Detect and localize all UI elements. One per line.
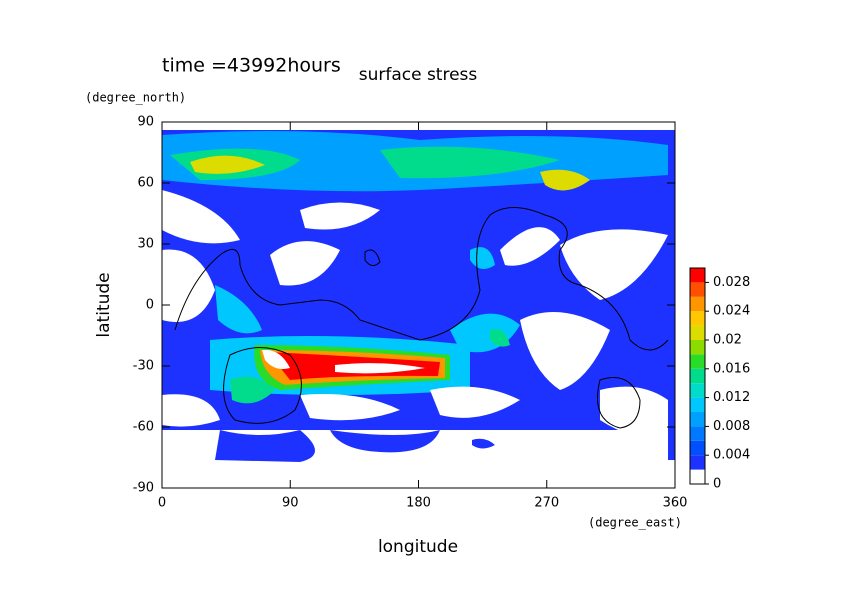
field-hole [162,190,668,488]
colorbar-tick-label: 0.02 [713,333,742,348]
x-tick-label: 90 [282,496,299,511]
colorbar-band [690,325,705,340]
colorbar-band [690,368,705,384]
field-band [190,155,590,191]
colorbar-tick-label: 0.004 [713,448,750,463]
field-band [170,146,560,180]
y-tick-label: 30 [137,237,154,252]
chart-title: surface stress [359,65,478,85]
x-axis-label: longitude [378,537,458,557]
y-unit: (degree_north) [85,91,186,105]
colorbar-band [690,383,705,398]
colorbar-band [690,296,705,312]
colorbar-band [690,412,705,427]
x-unit: (degree_east) [588,516,682,530]
colorbar-tick-label: 0.012 [713,390,750,405]
field-blob [215,430,495,462]
y-tick-label: 60 [137,176,154,191]
x-tick-label: 360 [663,496,688,511]
y-axis-label: latitude [94,272,114,337]
colorbar-tick-label: 0.008 [713,419,750,434]
y-tick-label: -60 [133,420,154,435]
field-hole [262,349,425,374]
field [162,130,675,488]
colorbar-band [690,469,705,484]
field-blob [230,329,510,404]
colorbar-tick-label: 0.016 [713,361,750,376]
y-tick-label: -30 [133,359,154,374]
y-tick-label: 0 [146,298,154,313]
colorbar-band [690,426,705,441]
colorbar-band [690,354,705,369]
colorbar-tick-label: 0 [713,477,721,492]
colorbar-band [690,268,705,283]
field-blob [215,247,520,353]
colorbar-frame [689,267,706,485]
colorbar-band [690,282,705,297]
y-tick-label: -90 [133,481,154,496]
y-tick-label: 90 [137,115,154,130]
colorbar-band [690,311,705,326]
colorbar-tick-label: 0.028 [713,275,750,290]
subtitle: time =43992hours [162,55,341,77]
colorbar-band [690,455,705,470]
colorbar-band [690,340,705,355]
x-tick-label: 270 [534,496,559,511]
colorbar-band [690,397,705,412]
x-tick-label: 0 [158,496,166,511]
colorbar-tick-label: 0.024 [713,304,750,319]
coastlines [174,207,669,429]
x-tick-label: 180 [406,496,431,511]
colorbar-band [690,440,705,456]
